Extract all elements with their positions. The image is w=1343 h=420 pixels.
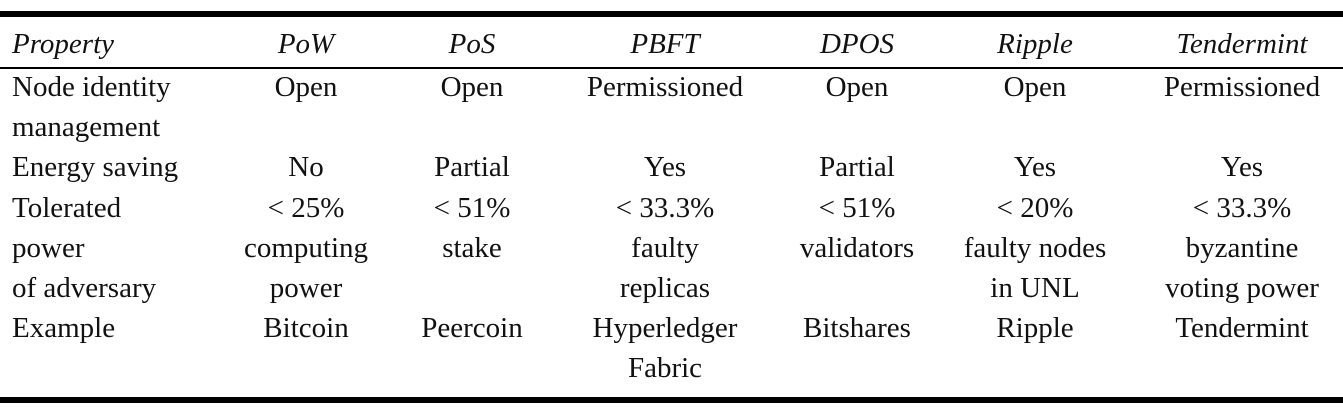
table-cell: power [12,231,85,264]
table-cell: Bitcoin [263,312,349,345]
header-cell: Tendermint [1176,28,1308,60]
bottom-rule [0,397,1343,403]
table-cell: Open [440,71,504,103]
header-cell: Ripple [997,28,1073,60]
table-cell: Permissioned [586,71,744,103]
table-cell: < 51% [433,191,511,224]
table-cell: Ripple [996,312,1074,345]
table-cell: < 20% [996,191,1074,224]
table-cell: faulty [631,231,699,264]
table-cell: Tolerated [12,191,122,224]
table-cell: Hyperledger [592,312,738,345]
table-cell: Example [12,312,116,345]
table-cell: of adversary [12,272,157,304]
table-cell: byzantine [1185,231,1299,264]
table-cell: voting power [1165,272,1319,304]
table-cell: Yes [1013,151,1057,184]
table-cell: power [269,272,343,304]
table-cell: in UNL [990,272,1080,304]
table-cell: Partial [434,151,510,184]
table-cell: < 25% [267,191,345,224]
table-cell: Node identity [12,71,171,103]
table-cell: Tendermint [1175,312,1309,345]
table-cell: Peercoin [421,312,523,345]
table-cell: No [288,151,324,184]
header-cell: PBFT [630,28,700,60]
table-cell: Permissioned [1163,71,1321,103]
table-cell: Open [825,71,889,103]
table-cell: Bitshares [803,312,911,345]
header-cell: PoS [448,28,496,60]
header-cell: Property [12,28,115,60]
table-cell: validators [799,231,915,264]
table-cell: < 51% [818,191,896,224]
table-cell: Partial [819,151,895,184]
table-cell: Fabric [627,352,703,385]
table-cell: Energy saving [12,151,179,184]
table-cell: Open [274,71,338,103]
table-cell: faulty nodes [963,231,1107,264]
table-cell: management [12,111,161,144]
table-cell: Yes [643,151,687,184]
header-cell: DPOS [819,28,895,60]
header-rule [0,67,1343,69]
table-cell: replicas [619,272,711,304]
header-cell: PoW [277,28,335,60]
top-rule [0,11,1343,17]
table-cell: Open [1003,71,1067,103]
table-cell: < 33.3% [615,191,715,224]
table-cell: < 33.3% [1192,191,1292,224]
table-cell: Yes [1220,151,1264,184]
table-cell: computing [243,231,369,264]
table-cell: stake [442,231,502,264]
